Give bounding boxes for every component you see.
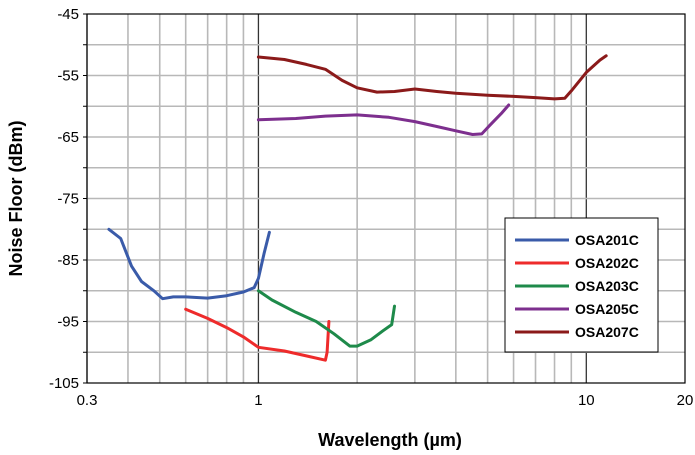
- series-line-osa201c: [107, 227, 271, 301]
- legend-entry: OSA205C: [575, 301, 639, 317]
- x-axis-label: Wavelength (µm): [318, 430, 462, 450]
- legend-entry: OSA203C: [575, 278, 639, 294]
- y-tick-labels: -45 -55 -65 -75 -85 -95 -105: [49, 6, 79, 392]
- y-tick-label: -95: [57, 314, 79, 331]
- series-line-osa207c: [256, 54, 608, 101]
- y-tick-label: -65: [57, 129, 79, 146]
- series-line-osa202c: [184, 307, 331, 362]
- y-axis-label: Noise Floor (dBm): [6, 120, 26, 276]
- y-tick-label: -45: [57, 6, 79, 23]
- x-tick-labels: 0.3 1 10 20: [77, 392, 694, 409]
- x-tick-label: 0.3: [77, 392, 98, 409]
- y-tick-label: -105: [49, 375, 79, 392]
- legend-entry: OSA207C: [575, 324, 639, 340]
- x-tick-label: 10: [578, 392, 595, 409]
- legend-entry: OSA202C: [575, 255, 639, 271]
- legend: OSA201C OSA202C OSA203C OSA205C OSA207C: [504, 217, 659, 353]
- plot-frame: [86, 13, 686, 384]
- series-line-osa205c: [256, 103, 511, 136]
- y-tick-label: -85: [57, 252, 79, 269]
- series-lines: [107, 54, 608, 362]
- series-line-osa203c: [256, 289, 396, 348]
- x-tick-label: 1: [254, 392, 262, 409]
- x-tick-label: 20: [677, 392, 694, 409]
- y-tick-label: -55: [57, 68, 79, 85]
- y-tick-label: -75: [57, 191, 79, 208]
- legend-entry: OSA201C: [575, 232, 639, 248]
